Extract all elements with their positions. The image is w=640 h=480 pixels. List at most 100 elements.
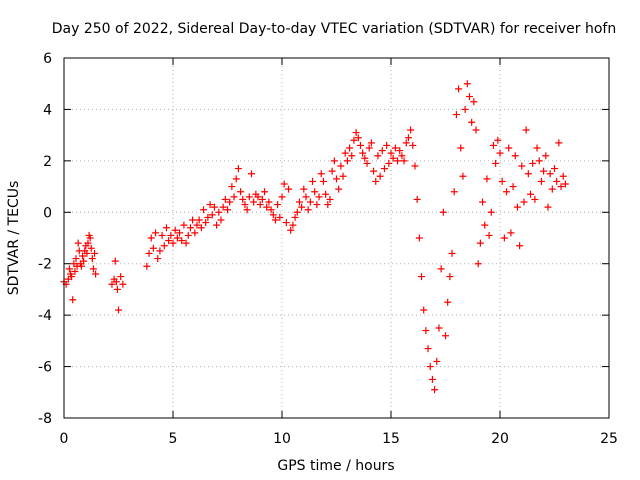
data-point [113, 285, 121, 293]
data-point [507, 229, 515, 237]
data-point [295, 198, 303, 206]
data-point [68, 273, 76, 281]
data-point [428, 375, 436, 383]
data-point [210, 203, 218, 211]
data-point [459, 172, 467, 180]
data-point [315, 193, 323, 201]
data-point [91, 249, 99, 257]
data-point [304, 206, 312, 214]
y-tick-label: 2 [43, 154, 52, 170]
data-point [322, 190, 330, 198]
data-point [317, 170, 325, 178]
data-point [465, 93, 473, 101]
data-point [265, 198, 273, 206]
data-point [376, 172, 384, 180]
data-point [224, 206, 231, 214]
data-point [313, 201, 321, 209]
data-point [505, 144, 513, 152]
data-point [230, 193, 238, 201]
data-point [380, 165, 388, 173]
data-point [162, 224, 170, 232]
data-point [165, 237, 173, 245]
data-point [363, 159, 371, 167]
data-point [500, 234, 508, 242]
data-point [365, 144, 373, 152]
data-point [413, 195, 421, 203]
data-point [245, 193, 253, 201]
data-point [86, 234, 94, 242]
data-point [256, 201, 264, 209]
data-point [79, 252, 87, 260]
data-point [309, 177, 317, 185]
data-point [193, 221, 201, 229]
data-point [557, 183, 565, 191]
data-point [400, 157, 408, 165]
data-point [516, 242, 524, 250]
data-point [83, 249, 91, 257]
data-point [374, 152, 382, 160]
data-point [213, 221, 221, 229]
data-point [280, 180, 288, 188]
data-point [503, 188, 511, 196]
data-point [232, 175, 240, 183]
y-tick-labels: -8 -6 -4 -2 0 2 4 6 [38, 51, 52, 427]
data-point [546, 170, 554, 178]
data-point [215, 208, 223, 216]
plot-frame [63, 57, 610, 419]
data-point [154, 255, 162, 263]
data-point [337, 162, 345, 170]
data-point [415, 234, 423, 242]
data-point [208, 211, 216, 219]
data-point [420, 306, 428, 314]
data-point [424, 345, 432, 353]
data-point [324, 201, 332, 209]
x-tick-label: 5 [169, 431, 178, 447]
data-point [385, 159, 393, 167]
data-point [444, 298, 452, 306]
data-point [176, 229, 184, 237]
data-point [108, 280, 116, 288]
data-point [370, 167, 378, 175]
data-point [468, 118, 476, 126]
data-point [426, 363, 434, 371]
data-point [221, 195, 229, 203]
data-point [186, 224, 194, 232]
data-point [529, 159, 537, 167]
data-point [84, 239, 92, 247]
x-tick-label: 25 [600, 431, 618, 447]
data-point [511, 152, 519, 160]
data-point [293, 208, 301, 216]
data-point [239, 195, 247, 203]
data-point [548, 185, 556, 193]
data-point [89, 265, 97, 273]
data-point [359, 149, 367, 157]
data-point [343, 157, 351, 165]
data-point [481, 221, 489, 229]
data-point [439, 208, 447, 216]
data-point [263, 203, 271, 211]
data-point [361, 154, 369, 162]
data-point [119, 280, 127, 288]
data-point [330, 157, 338, 165]
data-point [72, 255, 80, 263]
data-point [311, 188, 319, 196]
data-point [487, 208, 495, 216]
data-point [226, 198, 234, 206]
data-point [182, 239, 190, 247]
data-point [383, 141, 391, 149]
data-point [524, 170, 532, 178]
data-point [228, 183, 236, 191]
y-tick-label: 4 [43, 102, 52, 118]
data-point [402, 139, 410, 147]
data-point [271, 216, 279, 224]
data-point [147, 234, 155, 242]
data-point [418, 273, 426, 281]
data-point [115, 306, 122, 314]
data-point [387, 149, 395, 157]
data-point [169, 239, 177, 247]
data-point [149, 244, 157, 252]
data-point [448, 249, 456, 257]
data-point [234, 165, 242, 173]
data-point [291, 213, 299, 221]
data-point [254, 193, 262, 201]
